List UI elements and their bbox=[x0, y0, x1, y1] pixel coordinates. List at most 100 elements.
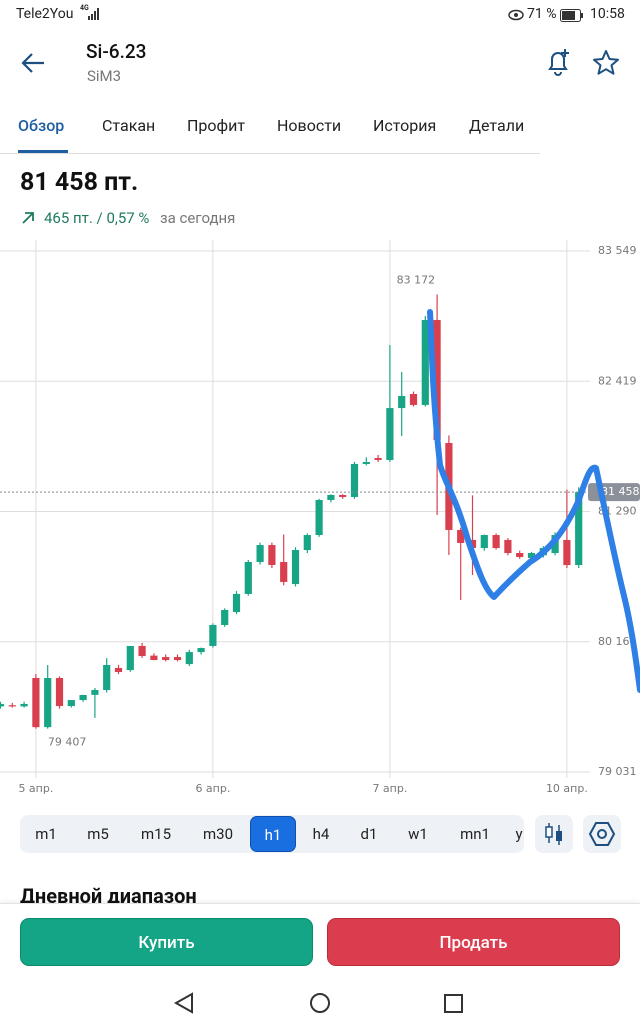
eye-icon bbox=[508, 9, 524, 21]
timeframe[interactable]: m15 bbox=[140, 825, 171, 843]
x-tick-label: 7 апр. bbox=[372, 782, 407, 795]
tab[interactable]: Стакан bbox=[102, 116, 156, 135]
sell-button[interactable]: Продать bbox=[327, 918, 620, 966]
candle-body bbox=[398, 395, 406, 409]
timeframe[interactable]: m1 bbox=[35, 825, 57, 843]
candle-body bbox=[162, 657, 170, 661]
tab[interactable]: История bbox=[373, 116, 437, 135]
candle-body bbox=[421, 319, 429, 405]
nav-bar bbox=[173, 992, 463, 1014]
back-button[interactable] bbox=[20, 50, 46, 76]
candle-body bbox=[280, 562, 288, 582]
y-tick-label: 82 419 bbox=[598, 374, 637, 387]
alert-button[interactable] bbox=[545, 47, 573, 77]
candle-body bbox=[32, 678, 40, 728]
candle-body bbox=[232, 593, 241, 613]
price-change-period: за сегодня bbox=[160, 209, 236, 227]
tab-indicator bbox=[18, 150, 68, 153]
candle-body bbox=[350, 463, 359, 497]
clock: 10:58 bbox=[590, 6, 625, 22]
last-price-label: 81 458 bbox=[601, 485, 640, 498]
max-price-label: 83 172 bbox=[397, 273, 436, 286]
candle-body bbox=[327, 495, 335, 500]
nav-recent[interactable] bbox=[444, 994, 463, 1013]
x-tick-label: 5 апр. bbox=[18, 782, 53, 795]
candle-body bbox=[527, 553, 536, 558]
candle-body bbox=[91, 690, 99, 695]
timeframe-bar: m1 m5 m15 m30 h1 h4 d1 w1 mn1 y bbox=[20, 815, 524, 853]
instrument-code: SiM3 bbox=[87, 67, 122, 85]
timeframe[interactable]: h4 bbox=[312, 825, 330, 843]
instrument-title: Si-6.23 bbox=[86, 40, 147, 63]
candle-body bbox=[457, 529, 465, 543]
nav-home[interactable] bbox=[310, 993, 330, 1013]
candle-body bbox=[20, 703, 28, 707]
min-price-label: 79 407 bbox=[48, 736, 87, 749]
price-change: 465 пт. / 0,57 % bbox=[44, 209, 150, 227]
candle-body bbox=[67, 700, 75, 707]
nav-back[interactable] bbox=[173, 992, 193, 1014]
carrier: Tele2You bbox=[16, 6, 74, 22]
x-tick-label: 6 апр. bbox=[195, 782, 230, 795]
battery-level: 71 % bbox=[527, 6, 557, 22]
candle-body bbox=[409, 393, 418, 405]
favorite-button[interactable] bbox=[592, 49, 620, 77]
x-tick-label: 10 апр. bbox=[546, 782, 588, 795]
candle-body bbox=[197, 648, 205, 653]
tab[interactable]: Новости bbox=[277, 116, 342, 135]
network: 4G bbox=[80, 4, 89, 12]
candle-body bbox=[374, 457, 382, 460]
last-price: 81 458 пт. bbox=[20, 168, 139, 197]
candle-body bbox=[433, 319, 441, 441]
candle-body bbox=[150, 655, 158, 661]
candle-body bbox=[55, 678, 64, 707]
candle-body bbox=[504, 539, 512, 554]
timeframe[interactable]: y bbox=[515, 825, 523, 843]
candle-body bbox=[492, 535, 500, 549]
chart-type-button[interactable] bbox=[535, 815, 573, 853]
y-tick-label: 79 031 bbox=[598, 765, 637, 778]
status-bar: Tele2You 4G 71 % 10:58 bbox=[0, 0, 640, 32]
candle-body bbox=[315, 499, 323, 536]
candle-body bbox=[386, 408, 394, 460]
candle-body bbox=[339, 495, 347, 497]
candle-body bbox=[244, 562, 252, 594]
indicators-button[interactable] bbox=[583, 815, 621, 853]
candle-body bbox=[185, 652, 193, 665]
candle-body bbox=[103, 664, 111, 691]
timeframe[interactable]: m5 bbox=[87, 825, 109, 843]
candle-body bbox=[114, 667, 123, 673]
tab[interactable]: Детали bbox=[469, 116, 525, 135]
buy-button[interactable]: Купить bbox=[20, 918, 313, 966]
y-tick-label: 83 549 bbox=[598, 244, 637, 257]
candle-body bbox=[563, 539, 571, 566]
tab[interactable]: Обзор bbox=[18, 116, 65, 135]
up-arrow-icon bbox=[22, 212, 34, 224]
signal-icon bbox=[88, 8, 99, 20]
candle-body bbox=[362, 462, 370, 464]
timeframe[interactable]: h1 bbox=[250, 816, 296, 852]
timeframe[interactable]: d1 bbox=[360, 825, 378, 843]
timeframe[interactable]: m30 bbox=[202, 825, 233, 843]
y-tick-label: 80 160 bbox=[598, 635, 637, 648]
candle-body bbox=[575, 492, 583, 566]
candle-body bbox=[480, 535, 488, 549]
tab-bar: Обзор Стакан Профит Новости История Детали bbox=[0, 112, 540, 154]
tab[interactable]: Профит bbox=[187, 116, 246, 135]
candle-body bbox=[8, 705, 16, 707]
candle-body bbox=[516, 553, 524, 558]
candle-body bbox=[138, 645, 146, 656]
candle-body bbox=[221, 609, 229, 625]
candle-body bbox=[79, 694, 87, 701]
candle-body bbox=[291, 550, 300, 585]
candles-icon bbox=[545, 823, 562, 845]
candle-body bbox=[173, 657, 182, 661]
user-drawing bbox=[427, 309, 640, 693]
timeframe[interactable]: mn1 bbox=[460, 825, 490, 843]
candle-body bbox=[303, 535, 311, 551]
timeframe[interactable]: w1 bbox=[408, 825, 428, 843]
candle-body bbox=[44, 678, 52, 728]
